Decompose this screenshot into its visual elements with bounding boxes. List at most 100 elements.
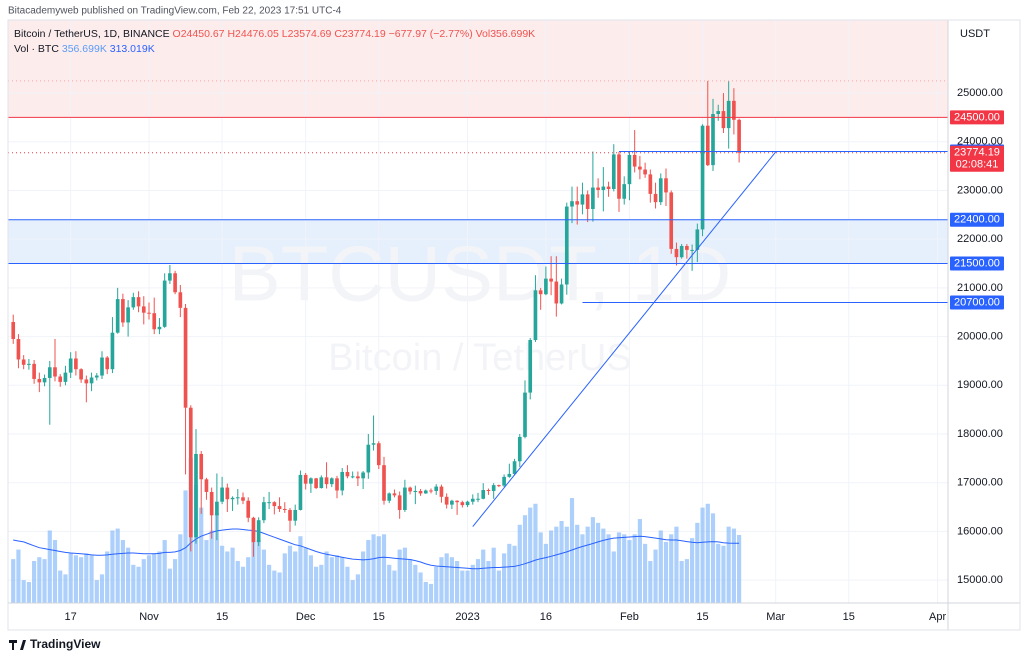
publish-header: Bitacademyweb published on TradingView.c…: [8, 6, 342, 17]
candle-body: [68, 358, 73, 373]
candle-body: [486, 490, 491, 492]
chart-frame: [7, 19, 1021, 631]
candle-body: [685, 245, 689, 250]
y-tick-label: 17000.00: [957, 477, 1003, 489]
volume-bar: [705, 503, 710, 603]
candle-body: [58, 376, 63, 382]
volume-bar: [455, 561, 460, 603]
candle-body: [497, 485, 501, 487]
y-tick-label: 20000.00: [957, 330, 1003, 342]
zone: [8, 219, 948, 264]
volume-bar: [110, 530, 115, 603]
volume-bar: [402, 547, 407, 603]
volume-bar: [580, 534, 585, 603]
level-label-box: [950, 110, 1004, 125]
level-label: 20700.00: [954, 296, 1000, 308]
candle-body: [507, 473, 512, 477]
level-label: 21500.00: [954, 257, 1000, 269]
volume-bar: [449, 557, 454, 603]
y-tick-label: 25000.00: [957, 87, 1003, 99]
volume-bar: [601, 528, 606, 603]
volume-bar: [637, 519, 642, 603]
x-tick-label: Dec: [296, 611, 316, 623]
candle-body: [460, 502, 465, 506]
volume-bar: [37, 557, 42, 603]
volume-bar: [387, 564, 392, 603]
candle-body: [700, 125, 705, 230]
volume-legend: Vol · BTC 356.699K 313.019K: [14, 43, 155, 55]
candle-body: [627, 154, 632, 185]
volume-bar: [120, 540, 125, 603]
candle-body: [638, 166, 642, 170]
candle-body: [606, 186, 611, 190]
volume-bar: [16, 549, 21, 603]
volume-bar: [319, 564, 324, 603]
candle-body: [288, 509, 292, 521]
candle-body: [215, 501, 219, 516]
volume-bar: [507, 543, 512, 603]
volume-bar: [533, 503, 538, 603]
volume-bar: [418, 572, 423, 603]
volume-bar: [246, 557, 251, 603]
candle-body: [711, 114, 715, 166]
volume-bar: [564, 526, 569, 603]
candle-body: [544, 278, 548, 295]
volume-bar: [465, 570, 470, 603]
volume-bar: [616, 532, 622, 603]
y-axis-label: USDT: [960, 28, 990, 40]
candle-body: [63, 372, 68, 382]
volume-bar: [559, 520, 564, 603]
volume-bar: [193, 484, 199, 603]
volume-bar: [105, 551, 110, 603]
volume-bar: [199, 507, 204, 603]
volume-bar: [684, 559, 689, 603]
x-tick-label: Apr: [929, 611, 946, 623]
zone: [8, 20, 948, 118]
y-tick-label: 15000.00: [957, 574, 1003, 586]
candle-body: [465, 501, 470, 506]
volume-bar: [643, 543, 648, 603]
candle-body: [42, 377, 47, 383]
candle-body: [648, 174, 653, 194]
candle-body: [392, 493, 397, 496]
candle-body: [256, 520, 261, 543]
candle-body: [413, 490, 418, 492]
candle-body: [371, 443, 376, 445]
candle-body: [512, 461, 517, 474]
volume-bar: [26, 582, 31, 603]
volume-bar: [460, 570, 465, 603]
volume-bar: [679, 561, 684, 603]
volume-bar: [434, 566, 439, 603]
last-price-box: [950, 145, 1004, 172]
candle-body: [387, 493, 392, 501]
volume-bar: [235, 561, 240, 603]
volume-bar: [126, 547, 131, 603]
volume-bar: [225, 551, 230, 603]
volume-bar: [84, 553, 89, 603]
volume-bar: [648, 561, 653, 603]
candle-body: [450, 500, 454, 505]
x-tick-label: 15: [843, 611, 855, 623]
candle-body: [230, 497, 235, 500]
y-tick-label: 22000.00: [957, 233, 1003, 245]
candle-body: [470, 498, 475, 502]
candle-body: [27, 363, 31, 365]
candle-body: [538, 290, 543, 295]
volume-bar: [481, 549, 486, 603]
candle-body: [528, 339, 533, 393]
volume-bar: [408, 559, 413, 603]
volume-bar: [710, 513, 716, 603]
volume-name: Vol · BTC: [14, 43, 59, 55]
candle-body: [397, 495, 402, 510]
volume-bar: [157, 551, 162, 603]
candle-body: [382, 465, 386, 501]
volume-bar: [89, 555, 94, 603]
candle-body: [690, 249, 694, 251]
candle-body: [732, 100, 736, 120]
candle-body: [262, 502, 266, 521]
candle-body: [178, 292, 183, 308]
candle-body: [611, 154, 616, 190]
volume-bar: [152, 553, 157, 603]
candle-body: [126, 307, 130, 323]
volume-bar: [392, 570, 397, 603]
